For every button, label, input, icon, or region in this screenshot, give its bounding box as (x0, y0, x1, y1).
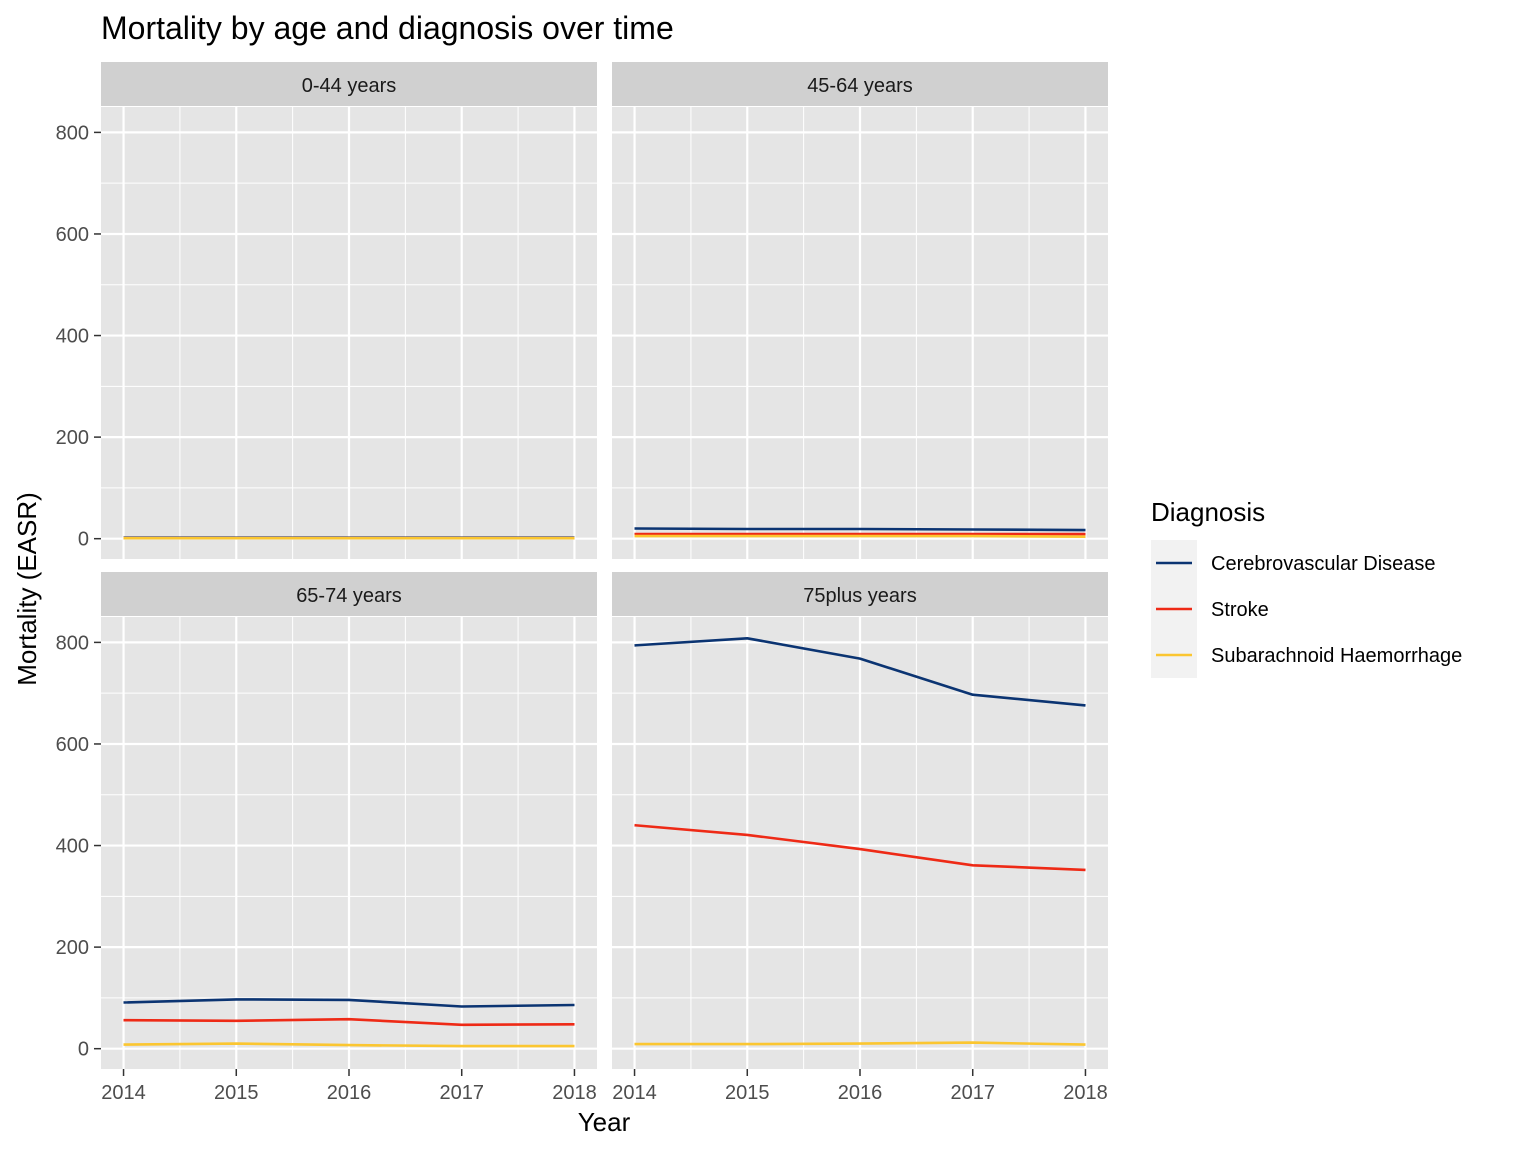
x-tick-label: 2017 (950, 1082, 995, 1104)
facet-strip-label: 75plus years (803, 585, 916, 607)
y-tick-label: 600 (56, 224, 89, 246)
series-line (634, 636, 1086, 707)
x-tick-label: 2014 (612, 1082, 657, 1104)
facet-panel: 45-64 years (612, 62, 1108, 559)
y-tick-label: 800 (56, 632, 89, 654)
y-tick-label: 0 (78, 1039, 89, 1061)
facet-strip-label: 0-44 years (302, 75, 397, 97)
series-line (634, 1041, 1086, 1046)
x-tick-label: 2016 (327, 1082, 372, 1104)
facet-panel: 65-74 years 0 200 400 600 800 2014 2015 2016 2017… (56, 572, 597, 1104)
facet-strip (101, 572, 597, 616)
y-tick-label: 0 (78, 529, 89, 551)
legend-title: Diagnosis (1151, 497, 1265, 527)
facet-strip-label: 45-64 years (807, 75, 913, 97)
y-tick-label: 200 (56, 427, 89, 449)
series-line (634, 534, 1086, 538)
facet-strip (612, 572, 1108, 616)
x-axis-title: Year (578, 1107, 631, 1137)
legend-label: Subarachnoid Haemorrhage (1211, 645, 1462, 667)
y-tick-label: 200 (56, 937, 89, 959)
legend: Diagnosis Cerebrovascular Disease Stroke S… (1151, 497, 1462, 678)
series-line (634, 527, 1086, 532)
series-line (123, 1017, 575, 1027)
facet-strip-label: 65-74 years (296, 585, 402, 607)
x-tick-label: 2016 (838, 1082, 883, 1104)
facet-panels: 0-44 years 0 200 400 600 800 45-64 years 65-74 … (56, 62, 1108, 1104)
facet-panel: 0-44 years 0 200 400 600 800 (56, 62, 597, 559)
x-tick-label: 2014 (101, 1082, 146, 1104)
y-tick-label: 800 (56, 122, 89, 144)
x-tick-label: 2015 (725, 1082, 770, 1104)
x-tick-label: 2015 (214, 1082, 258, 1104)
facet-strip (612, 62, 1108, 106)
y-tick-label: 600 (56, 734, 89, 756)
x-tick-label: 2017 (439, 1082, 484, 1104)
y-tick-label: 400 (56, 326, 89, 348)
series-line (634, 823, 1086, 872)
y-axis-title: Mortality (EASR) (12, 492, 42, 686)
series-line (123, 998, 575, 1008)
x-tick-label: 2018 (552, 1082, 597, 1104)
y-tick-label: 400 (56, 836, 89, 858)
facet-panel: 75plus years 2014 2015 2016 2017 2018 (612, 572, 1108, 1104)
x-tick-label: 2018 (1063, 1082, 1108, 1104)
legend-label: Cerebrovascular Disease (1211, 553, 1436, 575)
legend-label: Stroke (1211, 599, 1269, 621)
chart-title: Mortality by age and diagnosis over time (101, 10, 674, 46)
facet-strip (101, 62, 597, 106)
series-line (123, 1042, 575, 1048)
